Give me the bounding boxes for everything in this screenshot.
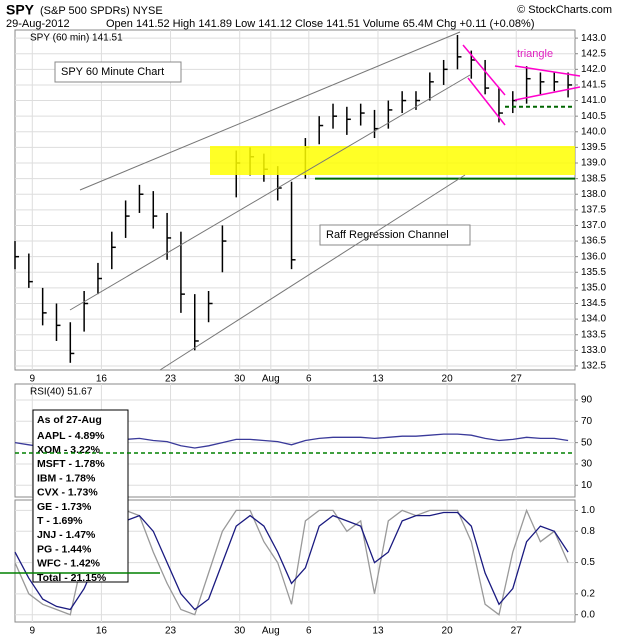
x-tick-label: 16 <box>96 626 108 637</box>
y-tick-label: 70 <box>581 416 593 427</box>
y-tick-label: 142.5 <box>581 48 606 59</box>
y-tick-label: 30 <box>581 459 593 470</box>
x-tick-label: 20 <box>442 626 454 637</box>
x-tick-label: 13 <box>372 374 384 385</box>
copyright: © StockCharts.com <box>517 4 612 16</box>
x-tick-label: 9 <box>30 374 36 385</box>
y-tick-label: 0.0 <box>581 609 595 620</box>
y-tick-label: 0.8 <box>581 526 595 537</box>
weights-item: IBM - 1.78% <box>37 472 96 484</box>
weights-item: T - 1.69% <box>37 515 83 527</box>
weights-item: GE - 1.73% <box>37 501 92 513</box>
y-tick-label: 0.5 <box>581 557 595 568</box>
y-tick-label: 133.0 <box>581 345 606 356</box>
security-name: (S&P 500 SPDRs) NYSE <box>40 5 163 17</box>
quote: Open 141.52 High 141.89 Low 141.12 Close… <box>106 18 534 30</box>
x-tick-label: 13 <box>372 626 384 637</box>
date: 29-Aug-2012 <box>6 18 70 30</box>
panel-label: SPY (60 min) 141.51 <box>30 33 123 44</box>
x-tick-label: 23 <box>165 626 177 637</box>
x-tick-label: 6 <box>306 374 312 385</box>
weights-item: XOM - 3.22% <box>37 444 101 456</box>
y-tick-label: 140.0 <box>581 126 606 137</box>
y-tick-label: 138.0 <box>581 189 606 200</box>
x-tick-label: 16 <box>96 374 108 385</box>
annotation: triangle <box>517 48 553 60</box>
symbol: SPY <box>6 2 35 18</box>
y-tick-label: 137.5 <box>581 204 606 215</box>
y-tick-label: 140.5 <box>581 111 606 122</box>
weights-item: CVX - 1.73% <box>37 487 98 499</box>
x-tick-label: 20 <box>442 374 454 385</box>
y-tick-label: 90 <box>581 395 593 406</box>
y-tick-label: 142.0 <box>581 64 606 75</box>
y-tick-label: 10 <box>581 480 593 491</box>
y-tick-label: 139.5 <box>581 142 606 153</box>
y-tick-label: 134.5 <box>581 298 606 309</box>
x-tick-label: Aug <box>262 626 280 637</box>
y-tick-label: 134.0 <box>581 314 606 325</box>
y-tick-label: 136.0 <box>581 251 606 262</box>
y-tick-label: 1.0 <box>581 505 595 516</box>
y-tick-label: 139.0 <box>581 158 606 169</box>
x-tick-label: 6 <box>306 626 312 637</box>
y-tick-label: 135.0 <box>581 283 606 294</box>
y-tick-label: 50 <box>581 437 593 448</box>
y-tick-label: 132.5 <box>581 361 606 372</box>
x-tick-label: 30 <box>234 626 246 637</box>
weights-item: JNJ - 1.47% <box>37 529 96 541</box>
x-tick-label: 27 <box>511 626 523 637</box>
weights-item: MSFT - 1.78% <box>37 458 105 470</box>
weights-box <box>32 409 129 583</box>
weights-item: PG - 1.44% <box>37 543 92 555</box>
annotation: SPY 60 Minute Chart <box>61 66 164 78</box>
weights-title: As of 27-Aug <box>37 414 102 426</box>
weights-item: WFC - 1.42% <box>37 558 101 570</box>
y-tick-label: 135.5 <box>581 267 606 278</box>
y-tick-label: 141.0 <box>581 95 606 106</box>
x-tick-label: 27 <box>511 374 523 385</box>
weights-item: Total - 21.15% <box>37 572 107 584</box>
annotation: Raff Regression Channel <box>326 229 449 241</box>
y-tick-label: 137.0 <box>581 220 606 231</box>
panel-label: RSI(40) 51.67 <box>30 387 93 398</box>
x-tick-label: 30 <box>234 374 246 385</box>
x-tick-label: Aug <box>262 374 280 385</box>
weights-item: AAPL - 4.89% <box>37 430 105 442</box>
y-tick-label: 0.2 <box>581 588 595 599</box>
y-tick-label: 143.0 <box>581 33 606 44</box>
y-tick-label: 136.5 <box>581 236 606 247</box>
y-tick-label: 133.5 <box>581 329 606 340</box>
y-tick-label: 141.5 <box>581 80 606 91</box>
x-tick-label: 23 <box>165 374 177 385</box>
y-tick-label: 138.5 <box>581 173 606 184</box>
x-tick-label: 9 <box>30 626 36 637</box>
